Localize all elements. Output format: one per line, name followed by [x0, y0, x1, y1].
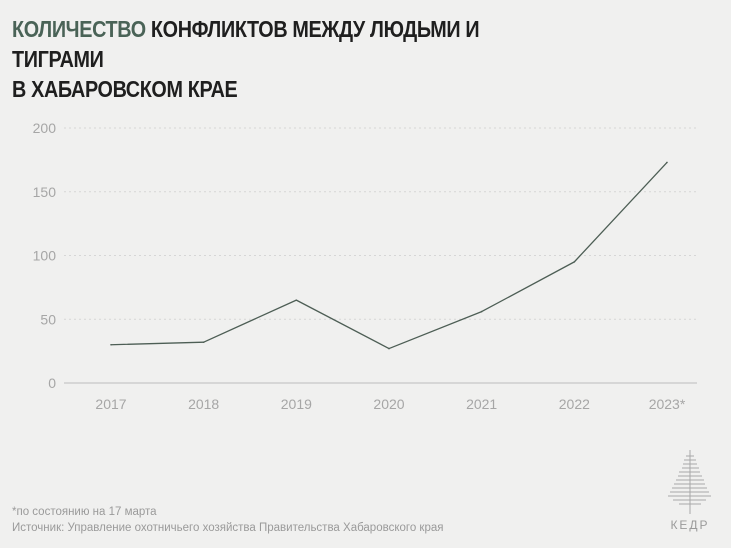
- data-point: [295, 299, 298, 301]
- data-point: [666, 161, 668, 164]
- data-point: [110, 343, 112, 346]
- y-tick-label: 100: [33, 248, 57, 264]
- data-point: [202, 341, 205, 344]
- data-point: [480, 310, 483, 313]
- y-tick-label: 150: [33, 184, 57, 200]
- chart-title-line2: В ХАБАРОВСКОМ КРАЕ: [12, 76, 238, 102]
- kedr-logo: КЕДР: [664, 448, 716, 538]
- data-point: [573, 261, 576, 263]
- footnote: *по состоянию на 17 марта Источник: Упра…: [12, 504, 443, 536]
- chart-title: КОЛИЧЕСТВО КОНФЛИКТОВ МЕЖДУ ЛЮДЬМИ И ТИГ…: [12, 14, 528, 104]
- y-tick-label: 0: [48, 375, 56, 391]
- x-tick-label: 2023*: [649, 396, 686, 412]
- source-note: Источник: Управление охотничьего хозяйст…: [12, 522, 444, 534]
- logo-text: КЕДР: [670, 518, 710, 532]
- chart-title-accent: КОЛИЧЕСТВО: [12, 16, 146, 42]
- data-point: [388, 347, 390, 350]
- x-tick-label: 2021: [466, 396, 497, 412]
- x-tick-label: 2022: [559, 396, 590, 412]
- chart-title-line1: КОЛИЧЕСТВО КОНФЛИКТОВ МЕЖДУ ЛЮДЬМИ И ТИГ…: [12, 14, 528, 74]
- asterisk-note: *по состоянию на 17 марта: [12, 506, 157, 518]
- y-tick-label: 50: [40, 311, 56, 327]
- x-tick-label: 2018: [188, 396, 219, 412]
- x-tick-label: 2019: [281, 396, 312, 412]
- x-tick-label: 2017: [95, 396, 126, 412]
- cedar-tree-icon: [668, 450, 711, 514]
- x-tick-label: 2020: [373, 396, 404, 412]
- y-tick-label: 200: [33, 120, 57, 136]
- chart-title-rest: КОНФЛИКТОВ МЕЖДУ ЛЮДЬМИ И ТИГРАМИ: [12, 16, 480, 72]
